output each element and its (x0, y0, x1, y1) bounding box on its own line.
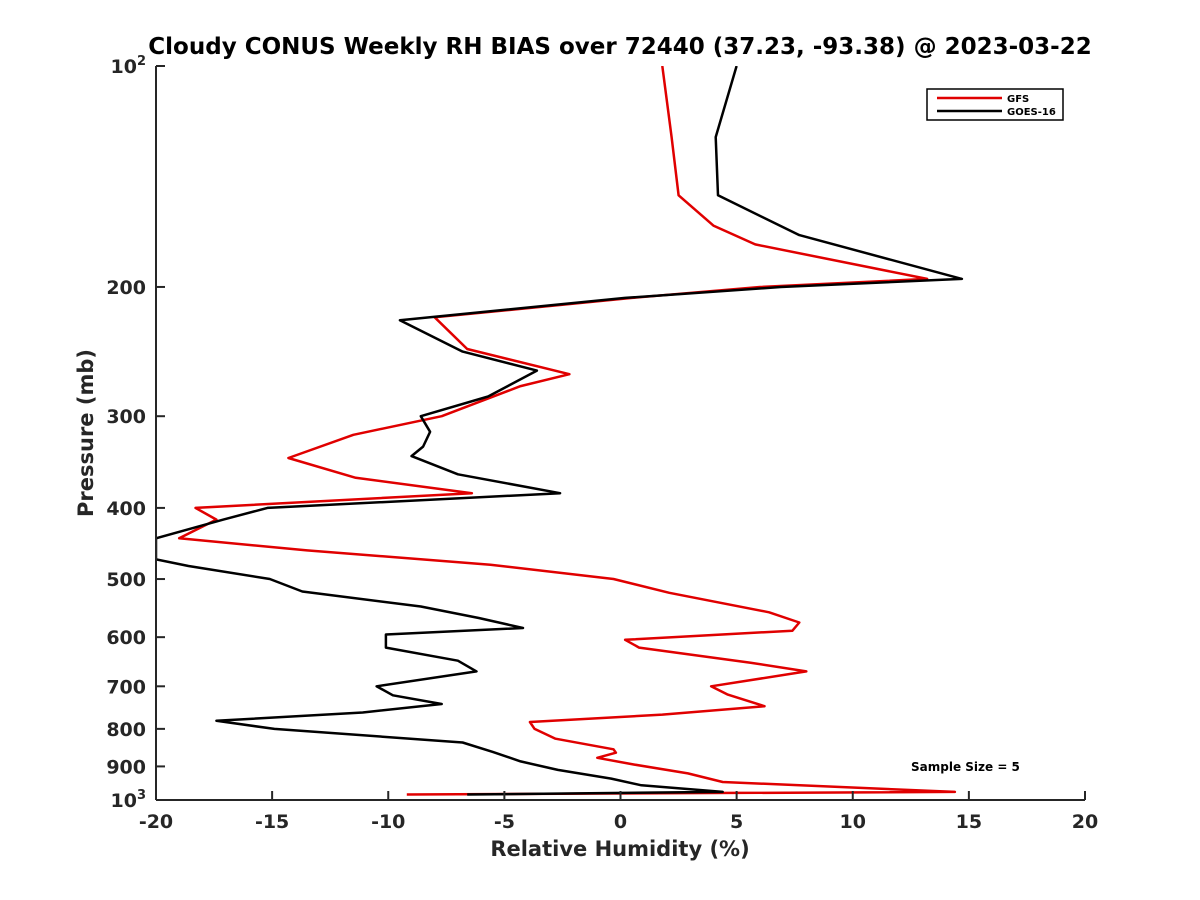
y-ticks: 102 200 300 400 500 600 700 800 900 103 (106, 54, 165, 812)
legend-label-goes: GOES-16 (1007, 107, 1056, 118)
y-tick-label: 600 (106, 627, 146, 649)
x-tick-label: 0 (614, 811, 627, 833)
legend[interactable]: GFS GOES-16 (926, 88, 1064, 121)
y-tick-label: 200 (106, 277, 146, 299)
sample-size-annotation: Sample Size = 5 (911, 760, 1020, 774)
y-tick-label: 400 (106, 498, 146, 520)
y-tick-label: 102 (111, 54, 147, 78)
x-tick-label: -15 (255, 811, 289, 833)
y-tick-label: 800 (106, 719, 146, 741)
y-tick-label: 900 (106, 756, 146, 778)
y-tick-label: 700 (106, 676, 146, 698)
plot-background (156, 66, 1085, 800)
x-ticks: -20 -15 -10 -5 0 5 10 15 20 (139, 791, 1098, 833)
series-line-goes-16 (156, 66, 964, 796)
y-tick-label: 500 (106, 569, 146, 591)
y-tick-label: 103 (111, 788, 147, 812)
x-tick-label: 15 (956, 811, 982, 833)
x-tick-label: 5 (730, 811, 743, 833)
x-tick-label: -20 (139, 811, 173, 833)
x-tick-label: -10 (371, 811, 405, 833)
x-axis-label: Relative Humidity (%) (490, 837, 749, 861)
legend-label-gfs: GFS (1007, 94, 1029, 105)
y-axis-label: Pressure (mb) (74, 349, 98, 517)
x-tick-label: -5 (494, 811, 515, 833)
legend-box (926, 88, 1064, 121)
y-tick-label: 300 (106, 406, 146, 428)
chart-title: Cloudy CONUS Weekly RH BIAS over 72440 (… (148, 34, 1091, 60)
series-layer (156, 66, 964, 796)
x-tick-label: 20 (1072, 811, 1098, 833)
x-tick-label: 10 (840, 811, 866, 833)
plot-area (156, 66, 1085, 800)
